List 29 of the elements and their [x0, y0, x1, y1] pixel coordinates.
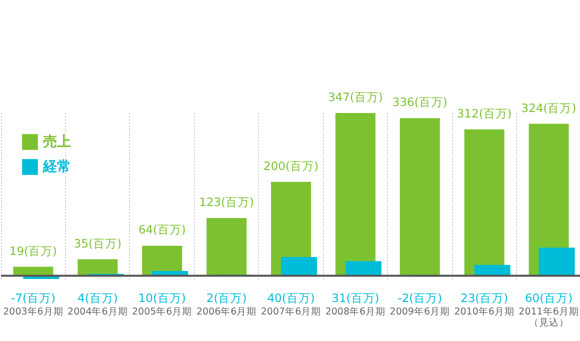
data-label: 31(百万) [332, 291, 380, 305]
data-label: -2(百万) [398, 291, 442, 305]
data-label: 64(百万) [138, 222, 186, 237]
data-label: 60(百万) [524, 291, 573, 305]
x-tick-label: 2011年6月期（見込） [518, 306, 579, 328]
x-tick-label: 2007年6月期 [260, 306, 322, 318]
data-label: 23(百万) [460, 291, 508, 305]
data-label: 312(百万) [456, 106, 512, 120]
data-label: 200(百万) [264, 158, 318, 173]
legend-label: 売上 [43, 134, 71, 150]
data-label: 324(百万) [521, 100, 576, 115]
data-label: 2(百万) [206, 291, 247, 305]
data-label: 10(百万) [138, 291, 186, 305]
data-label: 336(百万) [392, 95, 448, 110]
data-label: -7(百万) [10, 291, 56, 305]
x-tick-label: 2006年6月期 [196, 306, 257, 318]
data-label: 40(百万) [267, 291, 315, 305]
x-tick-label: 2008年6月期 [325, 306, 386, 318]
x-tick-label: 2003年6月期 [3, 306, 64, 318]
data-label: 123(百万) [199, 195, 254, 210]
legend-label: 経常 [42, 159, 71, 175]
x-tick-label: 2005年6月期 [132, 306, 192, 318]
data-label: 347(百万) [328, 90, 383, 104]
data-label: 35(百万) [74, 236, 122, 250]
x-tick-label: 2004年6月期 [68, 306, 128, 318]
data-label: 4(百万) [78, 291, 118, 305]
x-tick-label: 2010年6月期 [454, 306, 514, 318]
x-tick-label: 2009年6月期 [390, 306, 450, 318]
data-label: 19(百万) [9, 244, 58, 258]
